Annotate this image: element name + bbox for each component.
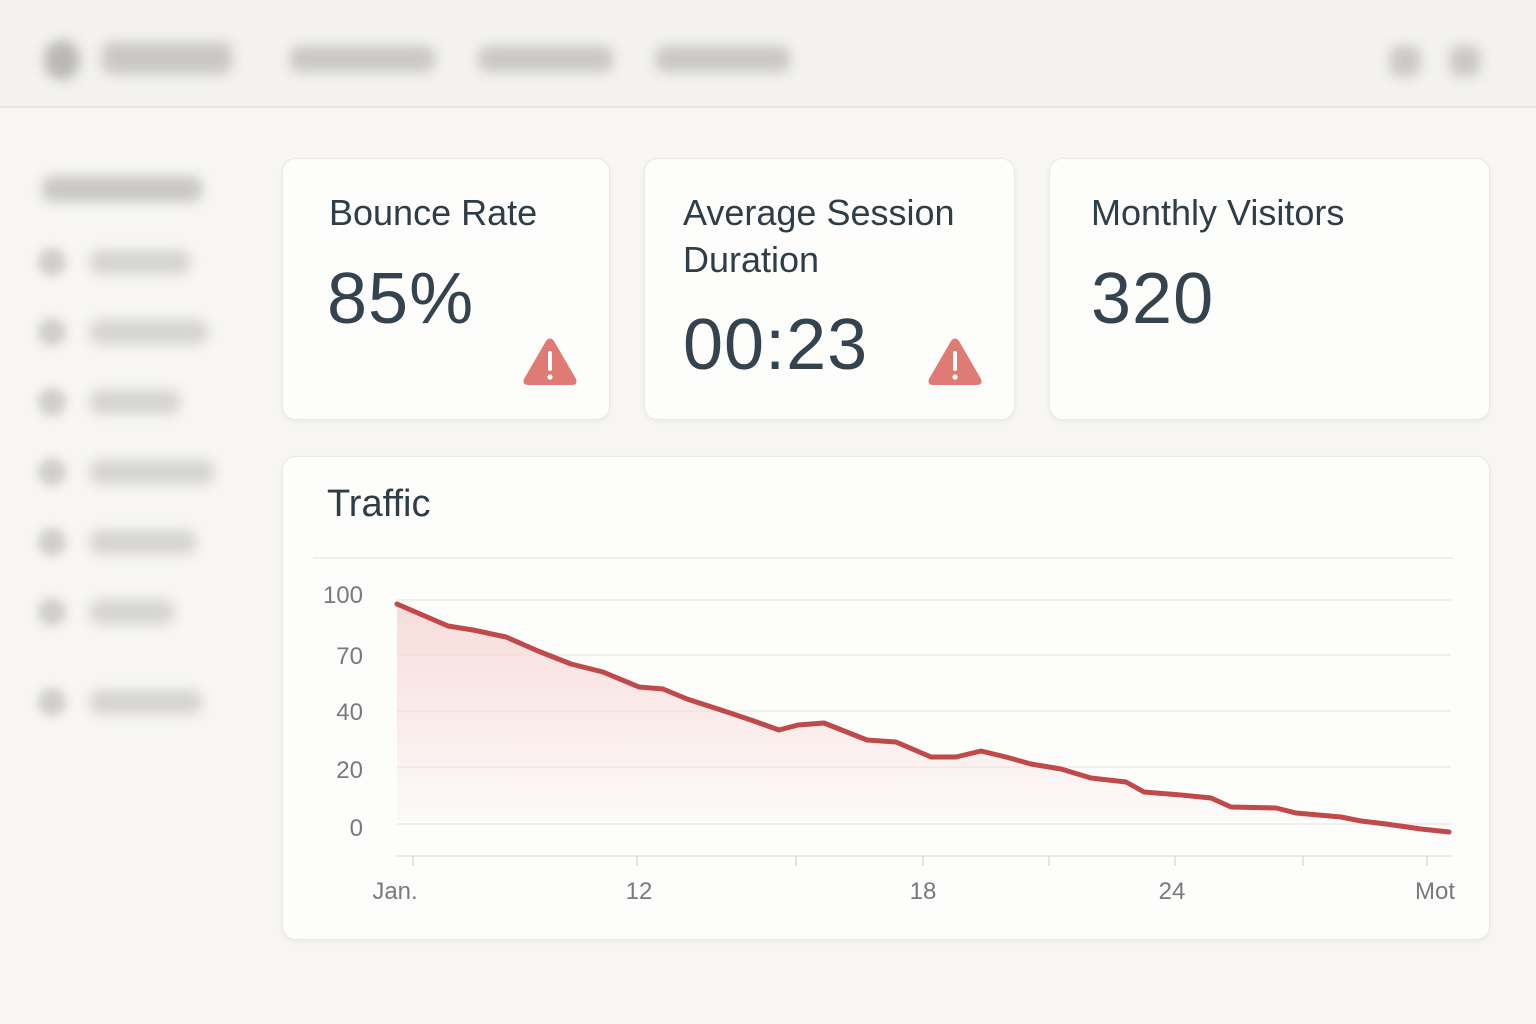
chart-title: Traffic bbox=[327, 483, 431, 525]
card-value: 85% bbox=[327, 259, 475, 339]
card-title: Monthly Visitors bbox=[1091, 192, 1345, 233]
top-navigation-bar bbox=[0, 0, 1536, 108]
notification-icon[interactable] bbox=[1390, 46, 1420, 76]
sidebar-heading bbox=[42, 176, 202, 202]
card-value: 00:23 bbox=[683, 305, 869, 385]
app-name-blurred bbox=[102, 42, 232, 74]
sidebar bbox=[0, 110, 260, 1024]
x-tick-label: 18 bbox=[910, 878, 937, 905]
traffic-line[interactable] bbox=[394, 601, 1452, 835]
sidebar-item-icon bbox=[38, 688, 66, 716]
sidebar-item-1[interactable] bbox=[36, 246, 236, 276]
nav-item-2[interactable] bbox=[478, 46, 613, 72]
card-value: 320 bbox=[1091, 259, 1215, 339]
monthly-visitors-card[interactable]: Monthly Visitors 320 bbox=[1049, 158, 1490, 420]
sidebar-item-4[interactable] bbox=[36, 456, 236, 486]
bounce-rate-card[interactable]: Bounce Rate 85% bbox=[282, 158, 610, 420]
nav-item-1[interactable] bbox=[290, 46, 435, 72]
sidebar-item-icon bbox=[38, 458, 66, 486]
traffic-area-chart[interactable]: 100 70 40 20 0 Jan. 12 18 24 Mot bbox=[283, 457, 1491, 941]
sidebar-item-3[interactable] bbox=[36, 386, 236, 416]
y-tick-label: 40 bbox=[336, 699, 363, 726]
logo-icon bbox=[44, 40, 80, 80]
traffic-area-fill bbox=[397, 604, 1449, 832]
sidebar-item-5[interactable] bbox=[36, 526, 236, 556]
y-tick-label: 100 bbox=[323, 582, 363, 609]
y-tick-label: 70 bbox=[336, 643, 363, 670]
x-tick-label: 24 bbox=[1159, 878, 1186, 905]
y-tick-label: 0 bbox=[350, 815, 363, 842]
x-tick-label: Jan. bbox=[372, 878, 417, 905]
sidebar-item-7[interactable] bbox=[36, 686, 236, 716]
avg-session-duration-card[interactable]: Average Session Duration 00:23 bbox=[644, 158, 1015, 420]
sidebar-item-2[interactable] bbox=[36, 316, 236, 346]
traffic-chart-card: Traffic 100 70 40 20 0 Jan. 12 18 24 Mot bbox=[282, 456, 1490, 940]
user-avatar-icon[interactable] bbox=[1450, 46, 1480, 76]
card-title-line-1: Average Session bbox=[683, 192, 955, 233]
card-title: Bounce Rate bbox=[329, 192, 538, 233]
x-tick-label: Mot bbox=[1415, 878, 1455, 905]
sidebar-item-icon bbox=[38, 598, 66, 626]
x-tick-label: 12 bbox=[626, 878, 653, 905]
sidebar-item-6[interactable] bbox=[36, 596, 236, 626]
sidebar-item-icon bbox=[38, 248, 66, 276]
card-title-line-2: Duration bbox=[683, 239, 820, 280]
warning-triangle-icon bbox=[928, 338, 982, 385]
sidebar-item-icon bbox=[38, 318, 66, 346]
warning-triangle-icon bbox=[523, 338, 577, 385]
sidebar-item-icon bbox=[38, 388, 66, 416]
nav-item-3[interactable] bbox=[655, 46, 790, 72]
y-tick-label: 20 bbox=[336, 757, 363, 784]
sidebar-item-icon bbox=[38, 528, 66, 556]
